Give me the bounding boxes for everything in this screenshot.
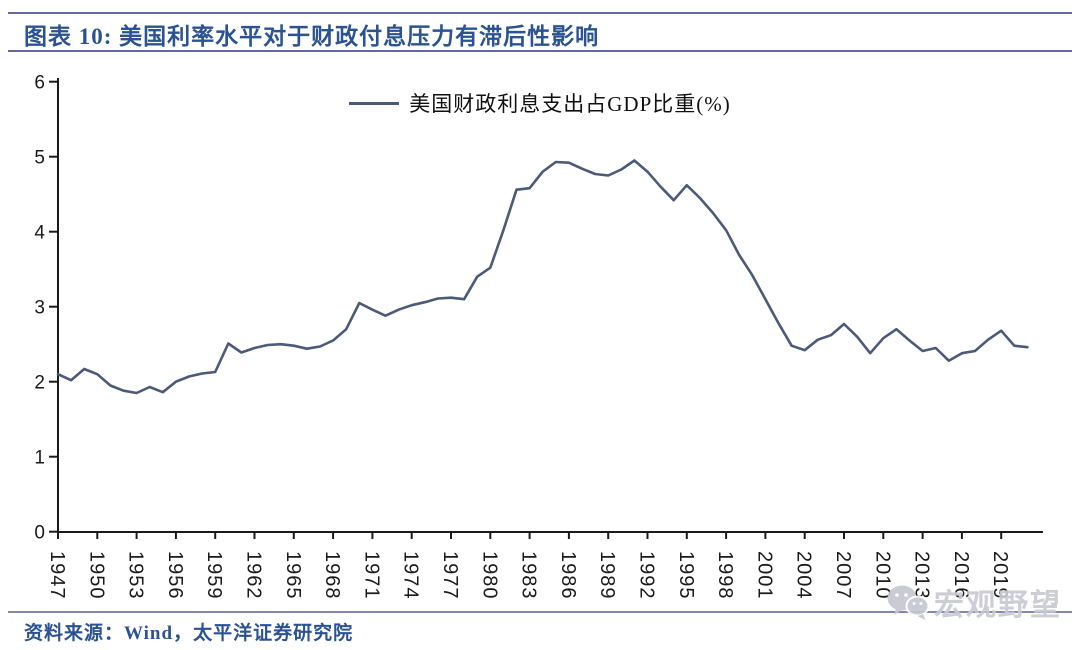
x-tick-label: 1992 [636,551,658,600]
x-tick-label: 1953 [125,551,147,600]
x-tick-label: 2004 [793,551,815,600]
y-tick-label: 4 [34,223,45,244]
bottom-rule [8,611,1072,613]
x-tick-label: 1974 [400,551,422,600]
x-tick-label: 1980 [478,551,500,600]
x-tick-label: 1965 [282,551,304,600]
figure-title: 图表 10: 美国利率水平对于财政付息压力有滞后性影响 [24,24,600,49]
y-tick-label: 5 [34,148,45,169]
watermark-label: 宏观野望 [934,589,1062,622]
legend-line-swatch [349,101,400,105]
x-tick-label: 1998 [714,551,736,600]
wechat-icon [887,585,930,620]
x-tick-label: 2016 [950,551,972,600]
x-tick-label: 1950 [85,551,107,600]
x-tick-label: 2013 [911,551,933,600]
x-tick-label: 2019 [989,551,1011,600]
y-tick-label: 1 [34,448,45,469]
x-tick-label: 2007 [832,551,854,600]
y-tick-label: 0 [34,523,45,544]
x-tick-label: 1959 [203,551,225,600]
x-tick-label: 1956 [164,551,186,600]
watermark: 宏观野望 [886,580,1062,624]
series-line [56,159,1029,395]
x-tick-label: 1971 [360,551,382,600]
legend-label: 美国财政利息支出占GDP比重(%) [409,92,731,116]
x-tick-label: 1986 [557,551,579,600]
title-divider [8,50,1072,52]
x-tick-label: 1962 [243,551,265,600]
x-tick-label: 1983 [518,551,540,600]
x-tick-label: 1977 [439,551,461,600]
x-tick-label: 2010 [871,551,893,600]
y-tick-labels: 0 1 2 3 4 5 6 [34,73,45,544]
y-tick-label: 2 [34,373,45,394]
x-tick-label: 2001 [753,551,775,600]
axes [49,78,1043,539]
x-tick-label: 1995 [675,551,697,600]
x-tick-labels: 1947 1950 1953 1956 1959 1962 1965 1968 1971 1974… [46,551,1011,600]
source-note: 资料来源：Wind，太平洋证券研究院 [24,623,354,644]
y-tick-label: 3 [34,298,45,319]
x-tick-label: 1968 [321,551,343,600]
x-tick-label: 1947 [46,551,68,600]
y-tick-label: 6 [34,73,45,94]
legend: 美国财政利息支出占GDP比重(%) [0,88,1080,118]
x-tick-label: 1989 [596,551,618,600]
top-rule [8,12,1072,14]
